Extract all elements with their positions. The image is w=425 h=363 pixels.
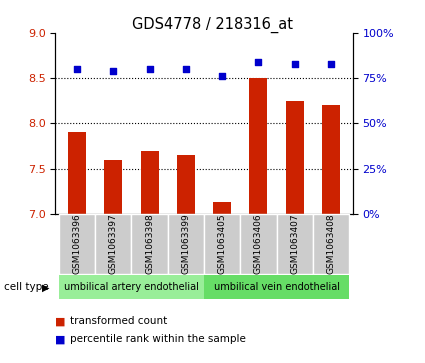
- Text: percentile rank within the sample: percentile rank within the sample: [70, 334, 246, 344]
- Bar: [104, 160, 122, 214]
- Point: [291, 61, 298, 66]
- FancyBboxPatch shape: [204, 275, 349, 299]
- Point: [219, 73, 226, 79]
- FancyBboxPatch shape: [131, 214, 168, 274]
- FancyBboxPatch shape: [204, 214, 240, 274]
- Bar: [141, 151, 159, 214]
- Text: GSM1063397: GSM1063397: [109, 214, 118, 274]
- Text: ▶: ▶: [42, 282, 49, 293]
- Point: [110, 68, 117, 74]
- Text: GSM1063406: GSM1063406: [254, 214, 263, 274]
- Text: GSM1063408: GSM1063408: [326, 214, 335, 274]
- FancyBboxPatch shape: [59, 214, 95, 274]
- Text: GSM1063398: GSM1063398: [145, 214, 154, 274]
- FancyBboxPatch shape: [277, 214, 313, 274]
- Point: [146, 66, 153, 72]
- Text: GSM1063399: GSM1063399: [181, 214, 190, 274]
- FancyBboxPatch shape: [95, 214, 131, 274]
- Text: cell type: cell type: [4, 282, 49, 293]
- Point: [182, 66, 189, 72]
- Text: ■: ■: [55, 334, 66, 344]
- Bar: [177, 155, 195, 214]
- Bar: [249, 78, 267, 214]
- Text: transformed count: transformed count: [70, 316, 167, 326]
- Bar: [286, 101, 304, 214]
- Text: GSM1063396: GSM1063396: [73, 214, 82, 274]
- Bar: [68, 132, 86, 214]
- Text: GSM1063405: GSM1063405: [218, 214, 227, 274]
- Text: umbilical artery endothelial: umbilical artery endothelial: [64, 282, 199, 292]
- Bar: [213, 203, 231, 214]
- FancyBboxPatch shape: [168, 214, 204, 274]
- Text: GDS4778 / 218316_at: GDS4778 / 218316_at: [132, 16, 293, 33]
- Point: [255, 59, 262, 65]
- FancyBboxPatch shape: [59, 275, 204, 299]
- FancyBboxPatch shape: [313, 214, 349, 274]
- Point: [328, 61, 334, 66]
- Text: GSM1063407: GSM1063407: [290, 214, 299, 274]
- FancyBboxPatch shape: [240, 214, 277, 274]
- Text: umbilical vein endothelial: umbilical vein endothelial: [213, 282, 340, 292]
- Point: [74, 66, 80, 72]
- Bar: [322, 105, 340, 214]
- Text: ■: ■: [55, 316, 66, 326]
